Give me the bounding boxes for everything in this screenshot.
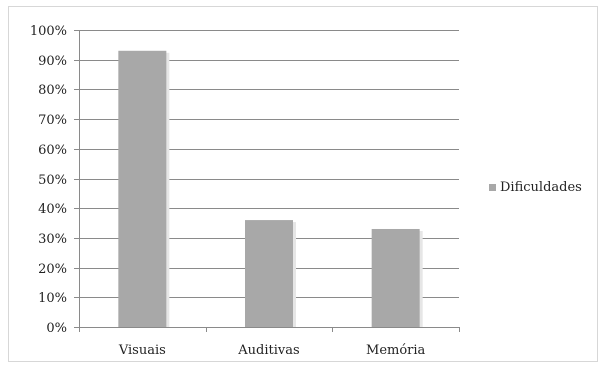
x-tick-label: Memória [366, 343, 426, 358]
x-tick-labels: Visuais Auditivas Memória [118, 343, 426, 358]
y-tick-label: 50% [38, 173, 67, 188]
y-tick-label: 40% [38, 202, 67, 217]
y-tick-labels: 0% 10% 20% 30% 40% 50% 60% 70% 80% 90% 100% [30, 24, 67, 336]
legend: Dificuldades [489, 180, 582, 195]
y-tick-label: 10% [38, 291, 67, 306]
legend-swatch [489, 184, 496, 191]
y-tick-label: 60% [38, 143, 67, 158]
y-tick-label: 20% [38, 262, 67, 277]
y-tick-label: 80% [38, 83, 67, 98]
bar-visuais [118, 50, 167, 327]
y-tick-label: 30% [38, 232, 67, 247]
x-tick-label: Visuais [118, 343, 166, 358]
bar-memória [371, 228, 420, 327]
legend-label: Dificuldades [500, 180, 582, 195]
x-tick-label: Auditivas [237, 343, 299, 358]
bars [118, 50, 423, 327]
bar-auditivas [245, 220, 293, 327]
y-tick-label: 70% [38, 113, 67, 128]
y-tick-label: 90% [38, 54, 67, 69]
y-tick-label: 100% [30, 24, 67, 39]
axes [74, 30, 460, 332]
chart-frame [8, 6, 598, 362]
y-tick-label: 0% [46, 321, 67, 336]
